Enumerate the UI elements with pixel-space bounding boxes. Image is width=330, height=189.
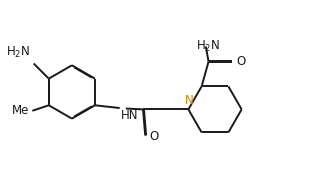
Text: N: N xyxy=(185,94,194,107)
Text: H$_2$N: H$_2$N xyxy=(7,45,31,60)
Text: O: O xyxy=(149,130,158,143)
Text: O: O xyxy=(236,55,245,68)
Text: HN: HN xyxy=(121,109,138,122)
Text: H$_2$N: H$_2$N xyxy=(196,39,221,54)
Text: Me: Me xyxy=(12,104,29,117)
